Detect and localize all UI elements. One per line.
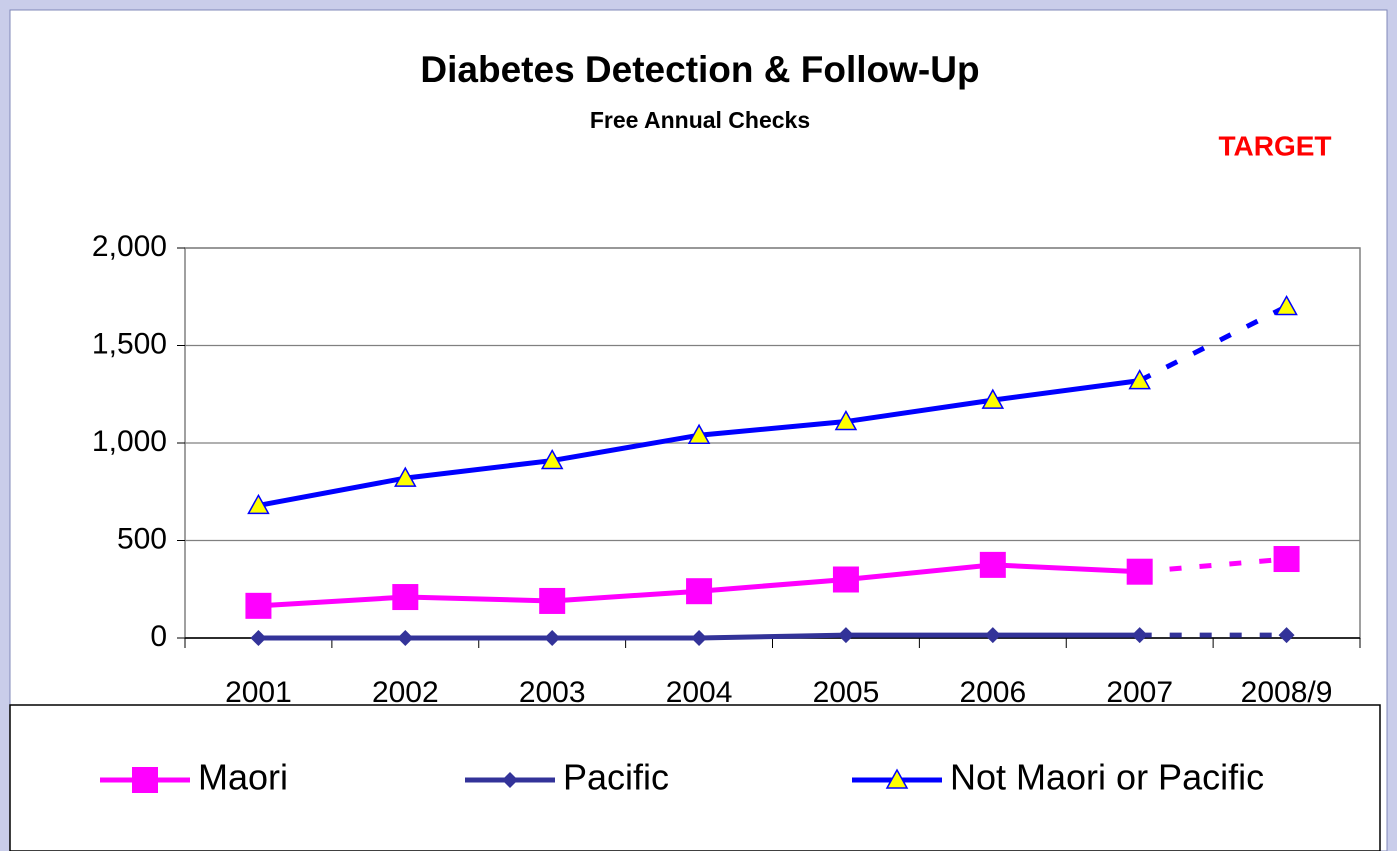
y-tick-label: 0 <box>150 620 167 653</box>
marker <box>686 578 713 605</box>
marker <box>837 627 854 644</box>
x-tick-label: 2006 <box>959 676 1026 709</box>
marker <box>397 630 414 646</box>
y-tick-label: 500 <box>117 522 167 555</box>
legend-label: Maori <box>198 757 288 798</box>
marker <box>984 627 1001 644</box>
marker <box>394 466 417 487</box>
marker <box>1128 369 1151 390</box>
x-tick-label: 2002 <box>372 676 439 709</box>
marker <box>834 410 858 431</box>
y-tick-label: 1,000 <box>92 425 167 458</box>
legend-marker <box>885 768 909 789</box>
marker <box>691 630 708 646</box>
legend-marker <box>502 772 518 788</box>
marker <box>1131 627 1148 644</box>
x-tick-label: 2007 <box>1106 676 1173 709</box>
marker <box>1273 546 1300 573</box>
x-tick-label: 2001 <box>225 676 292 709</box>
chart-title: Diabetes Detection & Follow-Up <box>420 49 979 90</box>
legend-label: Not Maori or Pacific <box>950 757 1264 798</box>
x-tick-label: 2003 <box>519 676 586 709</box>
marker <box>1275 294 1298 316</box>
marker <box>1126 558 1153 585</box>
marker <box>979 551 1006 578</box>
x-tick-label: 2005 <box>813 676 880 709</box>
marker <box>539 587 566 614</box>
marker <box>540 449 564 470</box>
legend-marker <box>132 767 158 793</box>
x-tick-label: 2008/9 <box>1241 676 1333 709</box>
marker <box>981 388 1005 409</box>
chart-subtitle: Free Annual Checks <box>590 107 810 133</box>
marker <box>392 584 419 611</box>
marker <box>832 566 859 593</box>
annotation: TARGET <box>1218 130 1331 161</box>
marker <box>250 630 267 646</box>
marker <box>245 592 272 619</box>
legend-box <box>9 704 1381 851</box>
marker <box>1278 627 1295 644</box>
marker <box>247 493 270 515</box>
x-tick-label: 2004 <box>666 676 733 709</box>
marker <box>544 630 561 646</box>
legend-label: Pacific <box>563 757 669 798</box>
marker <box>687 423 711 444</box>
y-tick-label: 1,500 <box>92 327 167 360</box>
y-tick-label: 2,000 <box>92 230 167 263</box>
series-projection <box>1139 556 1287 575</box>
